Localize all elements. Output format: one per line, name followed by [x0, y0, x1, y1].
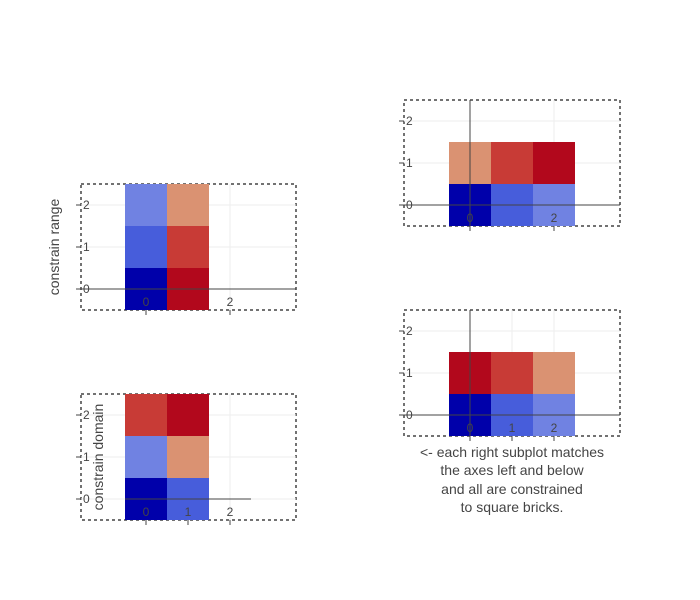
- x-tick-label: 2: [227, 505, 234, 519]
- axis-lines: [399, 100, 620, 231]
- x-tick-label: 2: [551, 211, 558, 225]
- x-tick-label: 2: [551, 421, 558, 435]
- y-tick-label: 1: [83, 240, 90, 254]
- y-tick-label: 2: [83, 408, 90, 422]
- heatmap-cell: [167, 436, 209, 478]
- heatmap-cell: [125, 436, 167, 478]
- annotation-line: <- each right subplot matches: [420, 444, 604, 460]
- x-tick-labels: 0 1 2: [143, 505, 234, 519]
- y-tick-label: 0: [406, 408, 413, 422]
- x-tick-label: 0: [143, 295, 150, 309]
- y-tick-labels: 0 1 2: [83, 408, 90, 506]
- y-axis-title: constrain range: [46, 199, 62, 296]
- heatmap-cell: [533, 352, 575, 394]
- y-tick-labels: 0 1 2: [406, 114, 413, 212]
- heatmap-cell: [125, 184, 167, 226]
- axis-lines: [76, 414, 251, 525]
- annotation-line: to square bricks.: [461, 499, 564, 515]
- heatmap-cell: [491, 352, 533, 394]
- y-tick-label: 2: [406, 114, 413, 128]
- heatmap-cells: [125, 184, 209, 310]
- y-axis-title: constrain domain: [90, 404, 106, 511]
- subplot-bottom-right: 0 1 2 0 1 2: [399, 309, 621, 441]
- x-tick-label: 2: [227, 295, 234, 309]
- x-tick-label: 0: [467, 421, 474, 435]
- y-tick-label: 1: [406, 156, 413, 170]
- x-tick-label: 1: [185, 505, 192, 519]
- y-tick-label: 0: [83, 282, 90, 296]
- axis-lines: [76, 204, 296, 315]
- heatmap-cell: [125, 226, 167, 268]
- heatmap-cell: [491, 142, 533, 184]
- y-tick-label: 1: [83, 450, 90, 464]
- y-tick-label: 0: [83, 492, 90, 506]
- x-tick-label: 0: [143, 505, 150, 519]
- annotation-line: the axes left and below: [440, 462, 584, 478]
- x-tick-label: 0: [467, 211, 474, 225]
- y-tick-label: 0: [406, 198, 413, 212]
- heatmap-cells: [125, 394, 209, 520]
- y-tick-labels: 0 1 2: [83, 198, 90, 296]
- heatmap-cell: [167, 394, 209, 436]
- heatmap-cell: [125, 394, 167, 436]
- axis-lines: [399, 310, 620, 441]
- y-tick-label: 2: [406, 324, 413, 338]
- y-tick-label: 1: [406, 366, 413, 380]
- heatmap-cell: [167, 226, 209, 268]
- y-tick-label: 2: [83, 198, 90, 212]
- subplot-constrain-domain: 0 1 2 0 1 2 constrain domain: [76, 393, 297, 525]
- y-tick-labels: 0 1 2: [406, 324, 413, 422]
- x-tick-label: 1: [509, 421, 516, 435]
- annotation-line: and all are constrained: [441, 481, 583, 497]
- heatmap-cell: [167, 184, 209, 226]
- heatmap-cell: [533, 142, 575, 184]
- annotation-text: <- each right subplot matches the axes l…: [420, 444, 604, 515]
- x-tick-labels: 0 1 2: [467, 421, 558, 435]
